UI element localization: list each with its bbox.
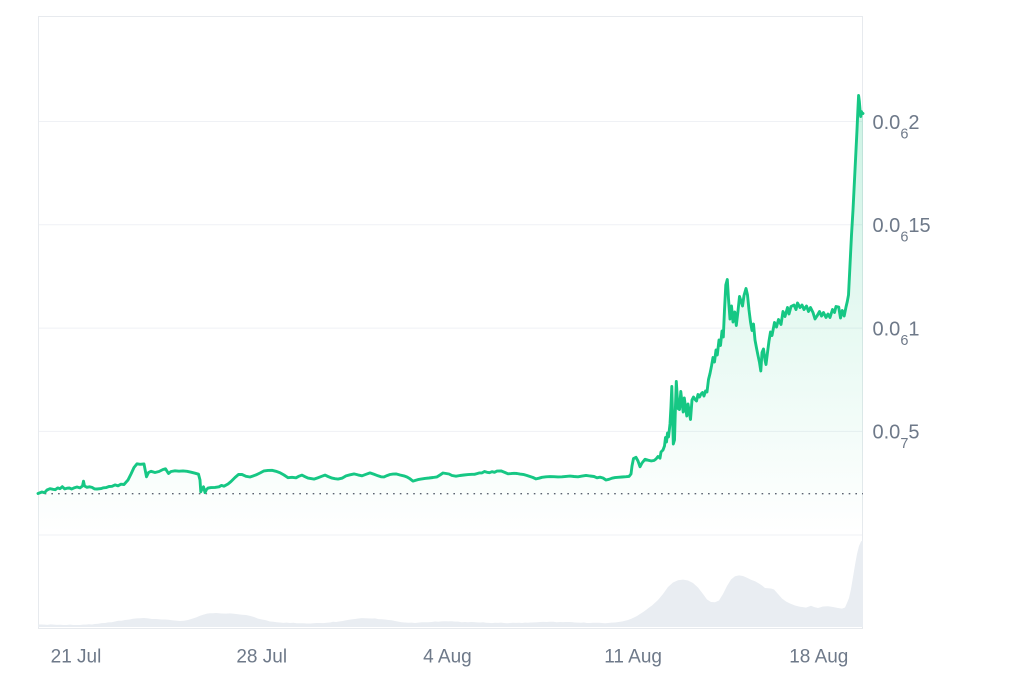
- svg-text:28 Jul: 28 Jul: [236, 646, 287, 667]
- svg-text:21 Jul: 21 Jul: [51, 646, 102, 667]
- svg-text:18 Aug: 18 Aug: [789, 646, 848, 667]
- svg-text:11 Aug: 11 Aug: [604, 646, 662, 667]
- svg-text:4 Aug: 4 Aug: [423, 646, 472, 667]
